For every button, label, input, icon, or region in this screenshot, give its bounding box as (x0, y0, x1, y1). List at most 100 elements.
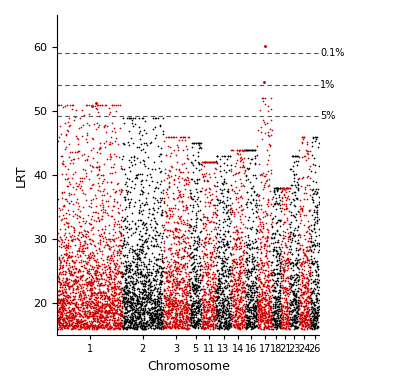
Point (202, 251, 208, 257)
Point (303, 309, 309, 315)
Point (180, 293, 186, 299)
Point (268, 323, 275, 329)
Point (102, 207, 108, 213)
Point (282, 324, 289, 331)
Point (203, 170, 209, 177)
Point (268, 170, 274, 176)
Point (159, 319, 165, 326)
Point (163, 325, 169, 331)
Point (230, 294, 237, 301)
Point (160, 325, 167, 331)
Point (93, 310, 100, 316)
Point (188, 308, 194, 314)
Point (124, 290, 130, 296)
Point (159, 209, 165, 215)
Point (163, 277, 170, 284)
Point (131, 290, 138, 296)
Point (258, 315, 264, 322)
Point (170, 300, 176, 307)
Point (262, 273, 268, 279)
Point (292, 301, 299, 307)
Point (238, 293, 244, 299)
Point (265, 325, 271, 331)
Point (249, 268, 256, 274)
Point (245, 234, 251, 240)
Point (190, 227, 196, 233)
Point (294, 303, 301, 309)
Point (258, 243, 264, 249)
Point (253, 322, 260, 328)
Point (113, 297, 120, 303)
Point (299, 133, 305, 140)
Point (146, 210, 152, 216)
Point (170, 314, 176, 320)
Point (298, 320, 304, 326)
Point (309, 290, 316, 296)
Point (266, 323, 272, 329)
Point (63, 196, 70, 202)
Point (79, 245, 86, 251)
Point (183, 310, 190, 316)
Point (280, 289, 286, 295)
Point (117, 312, 123, 318)
Point (221, 216, 227, 222)
Point (166, 278, 173, 284)
Point (311, 305, 318, 311)
Point (296, 306, 302, 312)
Point (150, 194, 156, 200)
Point (58, 309, 64, 315)
Point (185, 316, 191, 322)
Point (204, 254, 211, 260)
Point (228, 207, 235, 213)
Point (152, 284, 158, 290)
Point (199, 266, 206, 272)
Point (220, 302, 226, 308)
Point (69, 314, 76, 320)
Point (212, 307, 219, 313)
Point (270, 315, 276, 322)
Point (292, 213, 298, 220)
Point (289, 317, 296, 323)
Point (262, 301, 268, 307)
Point (155, 269, 161, 275)
Point (60, 307, 66, 313)
Point (259, 288, 265, 294)
Point (84, 322, 91, 328)
Point (107, 291, 114, 297)
Point (136, 288, 142, 294)
Point (234, 286, 240, 292)
Point (191, 140, 198, 146)
Point (106, 301, 112, 307)
Point (55, 300, 61, 307)
Point (274, 322, 280, 329)
Point (274, 199, 280, 206)
Point (110, 237, 116, 243)
Point (78, 133, 85, 139)
Point (226, 291, 232, 298)
Point (278, 185, 284, 191)
Point (177, 317, 184, 323)
Point (188, 230, 194, 236)
Point (63, 309, 70, 315)
Point (223, 210, 229, 216)
Point (69, 310, 75, 316)
Point (252, 282, 258, 288)
Point (235, 286, 242, 292)
Point (253, 208, 259, 214)
Point (133, 174, 140, 180)
Point (208, 218, 214, 224)
Point (73, 107, 80, 113)
Point (187, 297, 193, 303)
Point (70, 224, 76, 230)
Point (256, 282, 262, 289)
Point (172, 225, 179, 231)
Point (66, 300, 73, 306)
Point (302, 315, 308, 322)
Point (102, 303, 108, 310)
Point (285, 319, 292, 325)
Point (208, 317, 215, 323)
Point (266, 308, 273, 315)
Point (306, 299, 312, 305)
Point (275, 310, 281, 316)
Point (296, 276, 302, 282)
